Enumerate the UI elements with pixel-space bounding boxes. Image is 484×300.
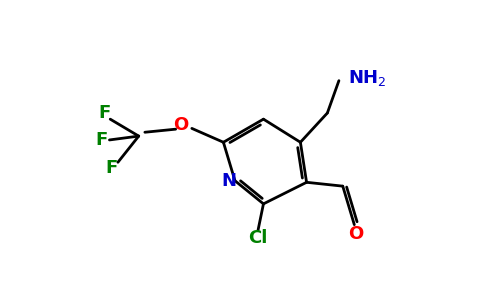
Text: F: F (96, 131, 108, 149)
Text: NH$_2$: NH$_2$ (348, 68, 387, 88)
Text: O: O (348, 225, 363, 243)
Text: F: F (106, 159, 118, 177)
Text: F: F (98, 104, 110, 122)
Text: Cl: Cl (248, 229, 268, 247)
Text: O: O (173, 116, 189, 134)
Text: N: N (221, 172, 236, 190)
